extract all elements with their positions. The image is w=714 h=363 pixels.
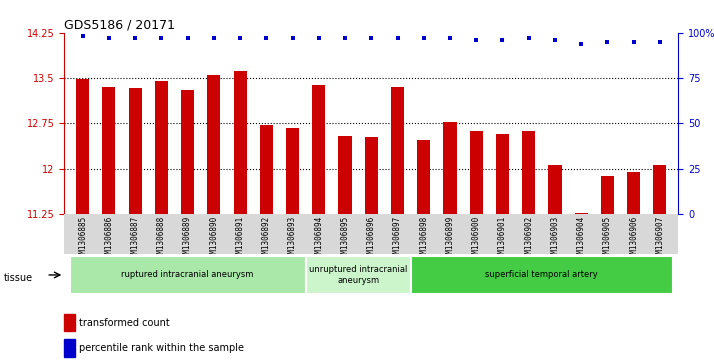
Text: GSM1306907: GSM1306907 (655, 216, 665, 262)
Bar (76, 79, 89, 214)
Bar (338, 135, 351, 214)
Text: ruptured intracranial aneurysm: ruptured intracranial aneurysm (121, 270, 253, 280)
Text: percentile rank within the sample: percentile rank within the sample (79, 343, 244, 353)
Bar (102, 87, 116, 214)
Text: GSM1306897: GSM1306897 (393, 216, 402, 262)
Bar (496, 134, 509, 214)
Point (77, 33, 89, 39)
Bar (443, 122, 456, 214)
Point (339, 35, 351, 41)
Point (602, 39, 613, 45)
Point (444, 35, 456, 41)
Point (392, 35, 403, 41)
Bar (64, 339, 75, 357)
Point (575, 41, 587, 46)
Text: GSM1306890: GSM1306890 (209, 216, 218, 262)
Text: GSM1306898: GSM1306898 (419, 216, 428, 262)
Text: GDS5186 / 20171: GDS5186 / 20171 (64, 19, 175, 32)
Bar (417, 140, 431, 214)
Text: transformed count: transformed count (79, 318, 170, 328)
Point (497, 37, 508, 43)
Point (156, 35, 167, 41)
Bar (627, 172, 640, 214)
Point (287, 35, 298, 41)
Text: superficial temporal artery: superficial temporal artery (486, 270, 598, 280)
Bar (260, 125, 273, 214)
Text: GSM1306893: GSM1306893 (288, 216, 297, 262)
Bar (233, 71, 246, 214)
Text: GSM1306885: GSM1306885 (78, 216, 87, 262)
Text: GSM1306889: GSM1306889 (183, 216, 192, 262)
Text: GSM1306895: GSM1306895 (341, 216, 350, 262)
Point (654, 39, 665, 45)
Bar (470, 131, 483, 214)
Bar (306, 256, 411, 294)
Bar (69, 256, 306, 294)
Point (549, 37, 560, 43)
Text: GSM1306896: GSM1306896 (367, 216, 376, 262)
Bar (64, 314, 75, 331)
Point (234, 35, 246, 41)
Point (523, 35, 535, 41)
Bar (181, 90, 194, 214)
Bar (207, 75, 221, 214)
Text: GSM1306888: GSM1306888 (157, 216, 166, 262)
Text: GSM1306892: GSM1306892 (262, 216, 271, 262)
Point (366, 35, 377, 41)
Point (208, 35, 219, 41)
Text: GSM1306906: GSM1306906 (629, 216, 638, 262)
Bar (601, 176, 614, 214)
Point (261, 35, 272, 41)
Text: GSM1306887: GSM1306887 (131, 216, 140, 262)
Text: GSM1306899: GSM1306899 (446, 216, 455, 262)
Text: GSM1306894: GSM1306894 (314, 216, 323, 262)
Point (628, 39, 640, 45)
Text: GSM1306904: GSM1306904 (577, 216, 585, 262)
Bar (548, 164, 561, 214)
Text: tissue: tissue (4, 273, 33, 283)
Bar (653, 164, 666, 214)
Point (471, 37, 482, 43)
Text: GSM1306900: GSM1306900 (472, 216, 481, 262)
Bar (411, 256, 673, 294)
Text: unruptured intracranial
aneurysm: unruptured intracranial aneurysm (309, 265, 408, 285)
Text: GSM1306901: GSM1306901 (498, 216, 507, 262)
Text: GSM1306903: GSM1306903 (550, 216, 560, 262)
Point (313, 35, 324, 41)
Bar (575, 213, 588, 214)
Text: GSM1306891: GSM1306891 (236, 216, 245, 262)
Text: GSM1306886: GSM1306886 (104, 216, 114, 262)
Bar (391, 87, 404, 214)
Bar (522, 131, 536, 214)
Text: GSM1306902: GSM1306902 (524, 216, 533, 262)
Bar (365, 137, 378, 214)
Point (182, 35, 193, 41)
Bar (312, 85, 326, 214)
Point (129, 35, 141, 41)
Bar (129, 88, 141, 214)
Point (418, 35, 430, 41)
Bar (155, 81, 168, 214)
Text: GSM1306905: GSM1306905 (603, 216, 612, 262)
Point (103, 35, 114, 41)
Bar (286, 128, 299, 214)
